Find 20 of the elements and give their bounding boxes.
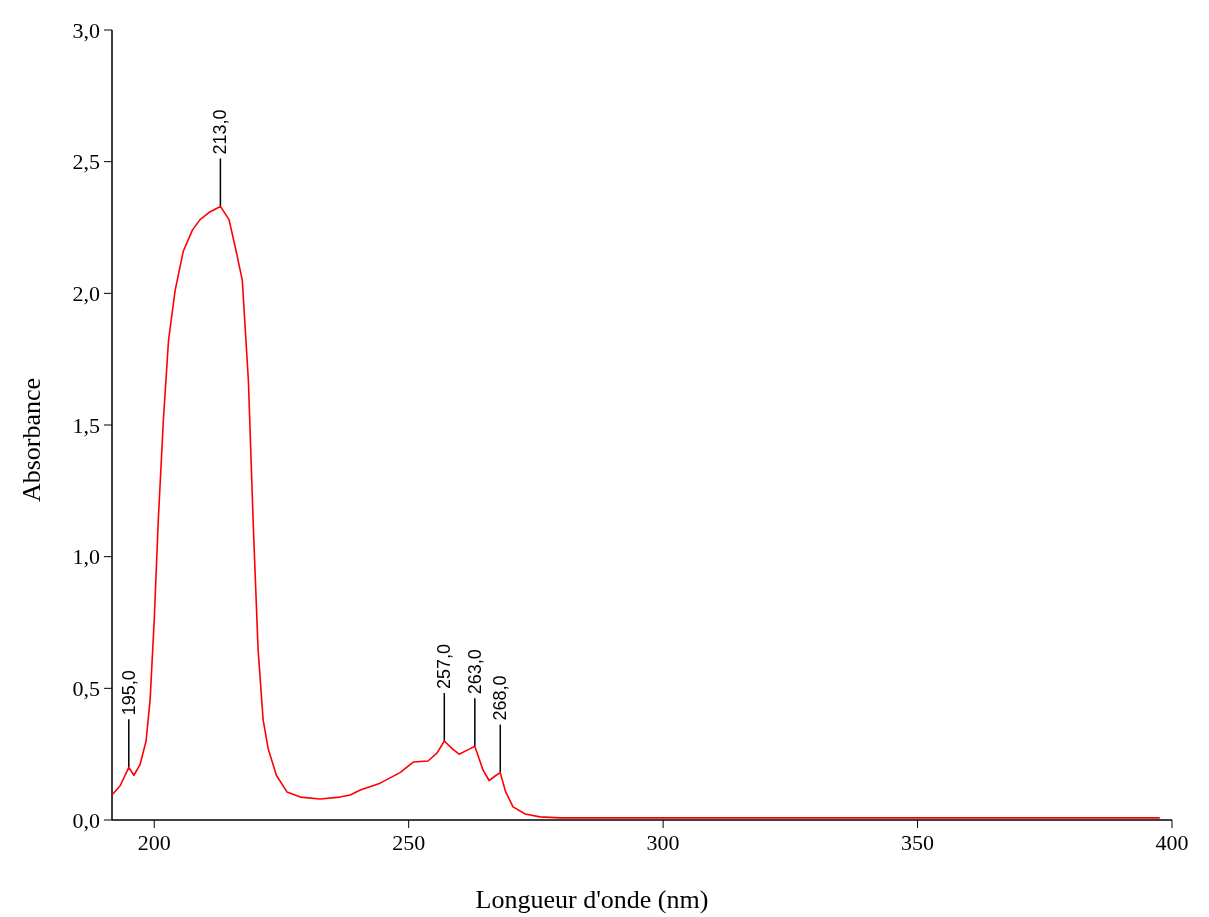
- y-tick-label: 2,5: [72, 149, 100, 175]
- annotation: 213,0: [210, 109, 231, 155]
- y-tick-label: 0,5: [72, 676, 100, 702]
- x-tick-label: 300: [646, 830, 680, 855]
- annotation: 195,0: [118, 670, 139, 716]
- y-tick-label: 2,0: [72, 281, 100, 307]
- y-tick-label: 1,5: [72, 412, 100, 438]
- y-tick-label: 0,0: [72, 807, 100, 833]
- x-tick-label: 400: [1155, 830, 1189, 855]
- y-tick-label: 1,0: [72, 544, 100, 570]
- line-series: [111, 205, 1161, 819]
- x-axis-title: Longueur d'onde (nm): [475, 885, 709, 914]
- annotation: 257,0: [434, 643, 455, 689]
- y-axis-title: Absorbance: [17, 377, 46, 503]
- annotation: 268,0: [490, 675, 511, 721]
- x-tick-label: 200: [137, 830, 171, 855]
- annotation: 263,0: [464, 649, 485, 695]
- x-tick-label: 250: [392, 830, 426, 855]
- y-tick-label: 3,0: [72, 17, 100, 43]
- x-tick-label: 350: [901, 830, 935, 855]
